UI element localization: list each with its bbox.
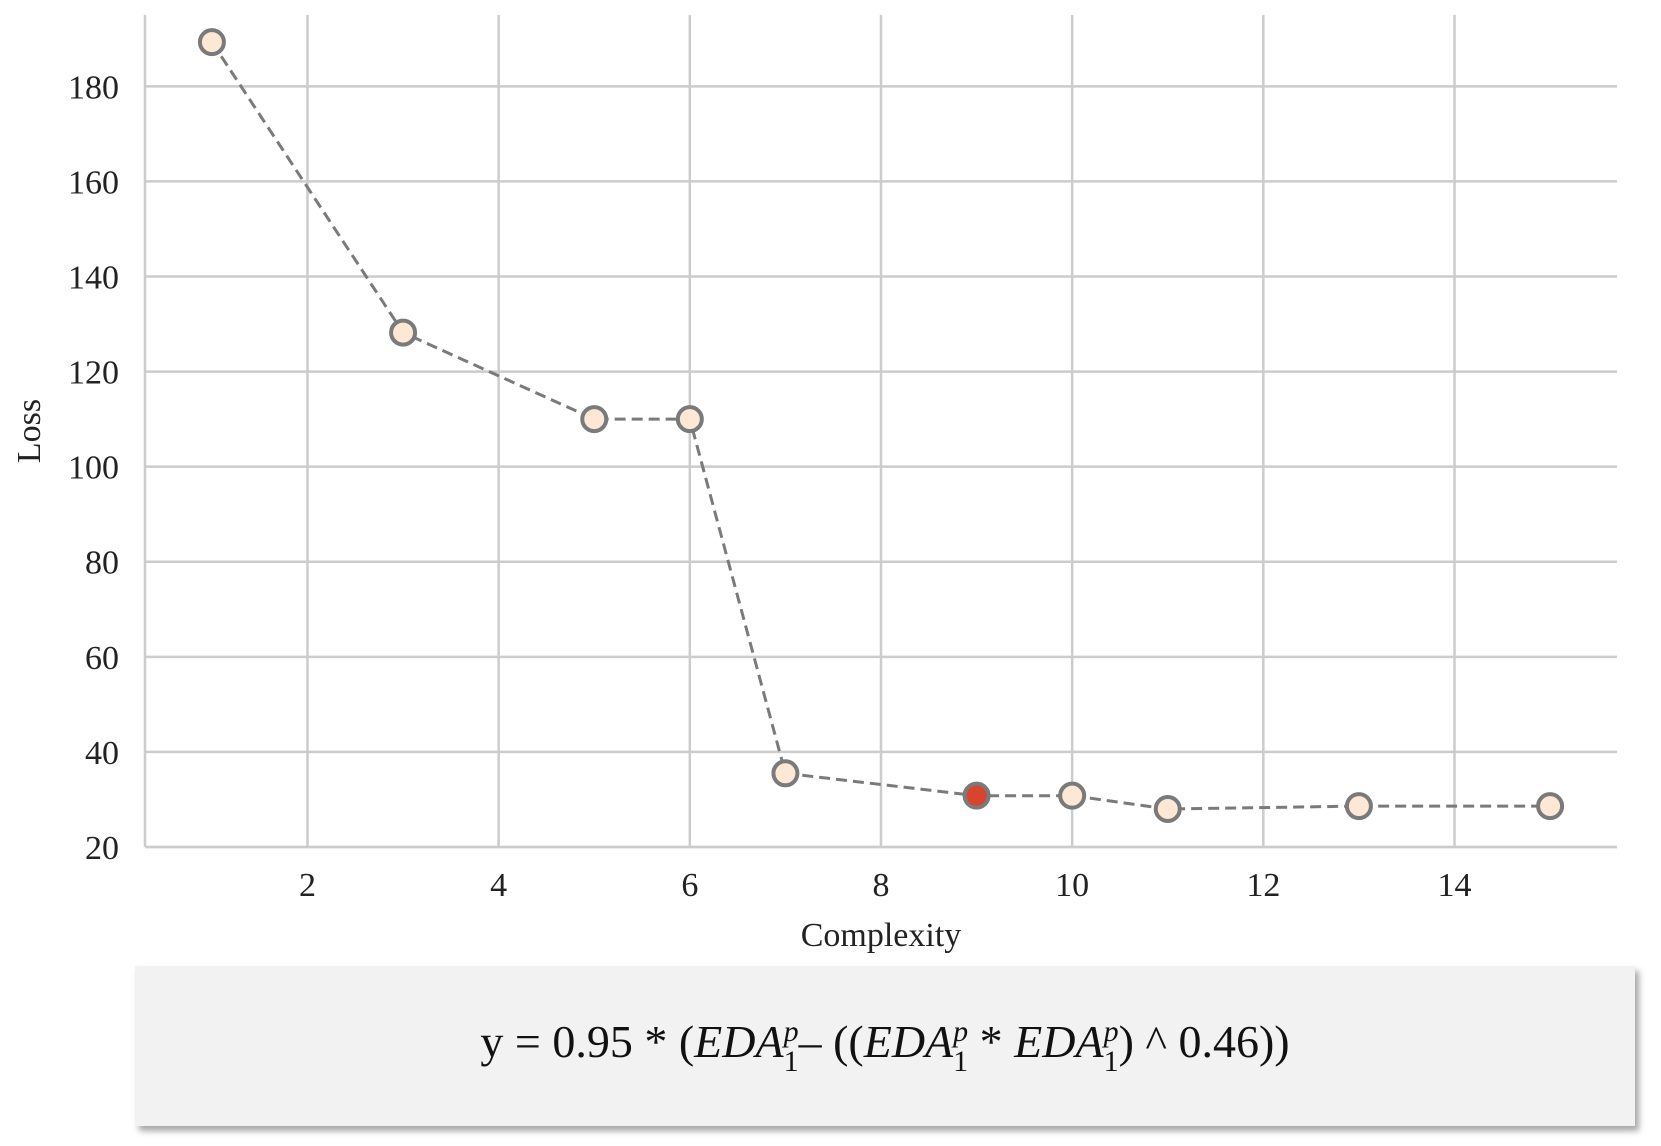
formula-prefix: y = 0.95 * ( — [480, 1016, 695, 1068]
formula-var-2: EDA — [863, 1016, 954, 1068]
formula-text: y = 0.95 * (EDA p 1– ((EDA p 1 * EDA p 1) ^ 0.… — [480, 1015, 1289, 1076]
formula-box: y = 0.95 * (EDA p 1– ((EDA p 1 * EDA p 1) ^ 0.… — [135, 966, 1635, 1126]
y-tick-label: 20 — [85, 830, 119, 867]
formula-sub-1: 1 — [783, 1044, 799, 1078]
y-tick-label: 100 — [68, 450, 119, 487]
y-tick-label: 140 — [68, 259, 119, 296]
formula-var-3: EDA — [1014, 1016, 1104, 1068]
y-tick-label: 80 — [85, 545, 119, 582]
highlighted-point — [962, 781, 991, 810]
y-axis-label: Loss — [11, 399, 48, 463]
series-line — [210, 41, 1551, 811]
data-point — [675, 405, 704, 434]
x-tick-label: 10 — [1055, 867, 1089, 904]
y-tick-label: 40 — [85, 735, 119, 772]
x-axis-label: Complexity — [801, 917, 962, 954]
data-points — [197, 28, 1565, 823]
data-point — [197, 28, 226, 57]
y-tick-label: 160 — [68, 164, 119, 201]
data-point — [771, 759, 800, 788]
grid-lines — [145, 15, 1617, 849]
y-tick-label: 60 — [85, 640, 119, 677]
x-tick-label: 6 — [681, 867, 698, 904]
data-point — [389, 318, 418, 347]
formula-times: * — [968, 1016, 1015, 1068]
x-tick-label: 4 — [490, 867, 507, 904]
x-tick-label: 8 — [873, 867, 890, 904]
formula-sup-3: p — [1103, 1014, 1119, 1048]
formula-sup-2: p — [953, 1014, 969, 1048]
loss-complexity-chart: 2 4 6 8 10 12 14 20 40 60 80 100 120 140 160 180 Comple… — [11, 15, 1617, 954]
data-point — [1344, 792, 1373, 821]
data-point — [580, 405, 609, 434]
formula-minus: – (( — [798, 1016, 864, 1068]
formula-var-1: EDA — [694, 1016, 784, 1068]
x-tick-label: 2 — [299, 867, 316, 904]
y-tick-label: 180 — [68, 69, 119, 106]
data-point — [1536, 792, 1565, 821]
data-point — [1153, 794, 1182, 823]
formula-sub-2: 1 — [953, 1044, 969, 1078]
formula-suffix: ) ^ 0.46)) — [1118, 1016, 1290, 1068]
data-point — [1058, 781, 1087, 810]
x-tick-label: 12 — [1246, 867, 1280, 904]
y-tick-label: 120 — [68, 355, 119, 392]
formula-sup-1: p — [783, 1014, 799, 1048]
tick-labels: 2 4 6 8 10 12 14 20 40 60 80 100 120 140 160 180 — [68, 69, 1472, 904]
formula-sub-3: 1 — [1103, 1044, 1119, 1078]
x-tick-label: 14 — [1438, 867, 1472, 904]
axes — [143, 15, 1617, 849]
